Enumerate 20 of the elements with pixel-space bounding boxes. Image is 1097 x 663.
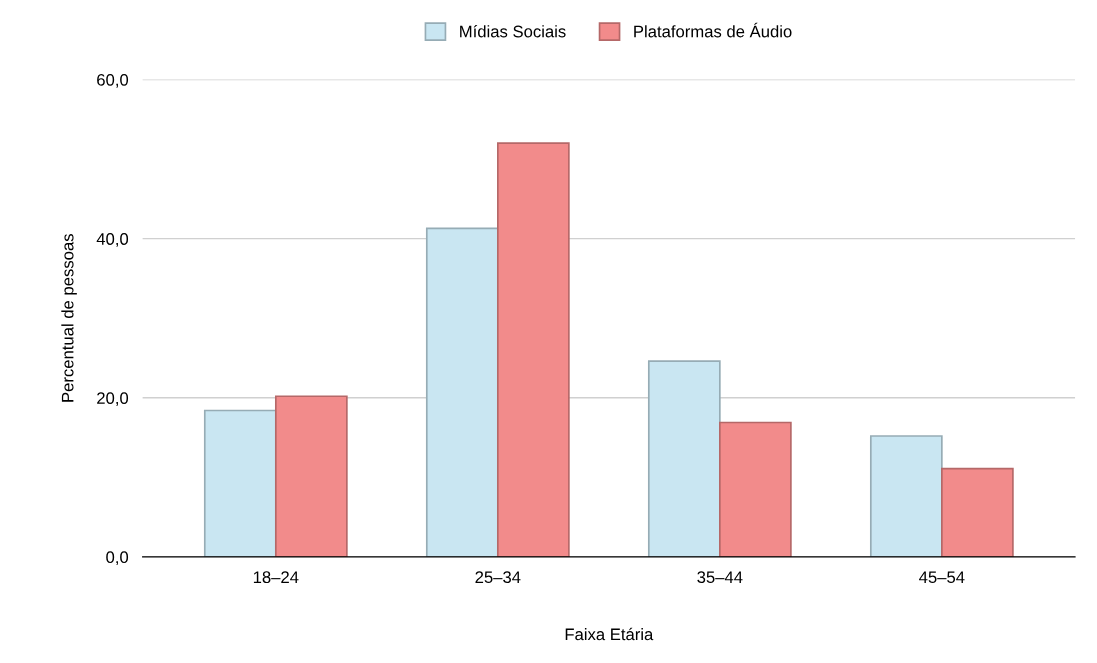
- y-axis-title: Percentual de pessoas: [61, 234, 77, 402]
- x-tick-label: 18–24: [253, 571, 299, 584]
- y-tick-label: 0,0: [106, 551, 129, 566]
- bar: [425, 227, 499, 557]
- bar: [869, 435, 943, 557]
- x-tick-label: 25–34: [475, 571, 521, 584]
- bar: [941, 467, 1014, 557]
- bar: [203, 409, 277, 557]
- legend-label: Mídias Sociais: [460, 24, 566, 38]
- legend-label: Plataformas de Áudio: [634, 22, 792, 38]
- bar: [719, 421, 792, 557]
- y-tick-label: 20,0: [97, 392, 129, 406]
- bar: [496, 142, 570, 557]
- x-axis-title: Faixa Etária: [565, 627, 654, 641]
- x-tick-label: 35–44: [697, 571, 743, 584]
- y-tick-label: 60,0: [97, 73, 129, 88]
- bar: [647, 360, 721, 557]
- x-tick-label: 45–54: [919, 571, 965, 584]
- bar: [274, 395, 348, 557]
- y-tick-label: 40,0: [96, 233, 129, 247]
